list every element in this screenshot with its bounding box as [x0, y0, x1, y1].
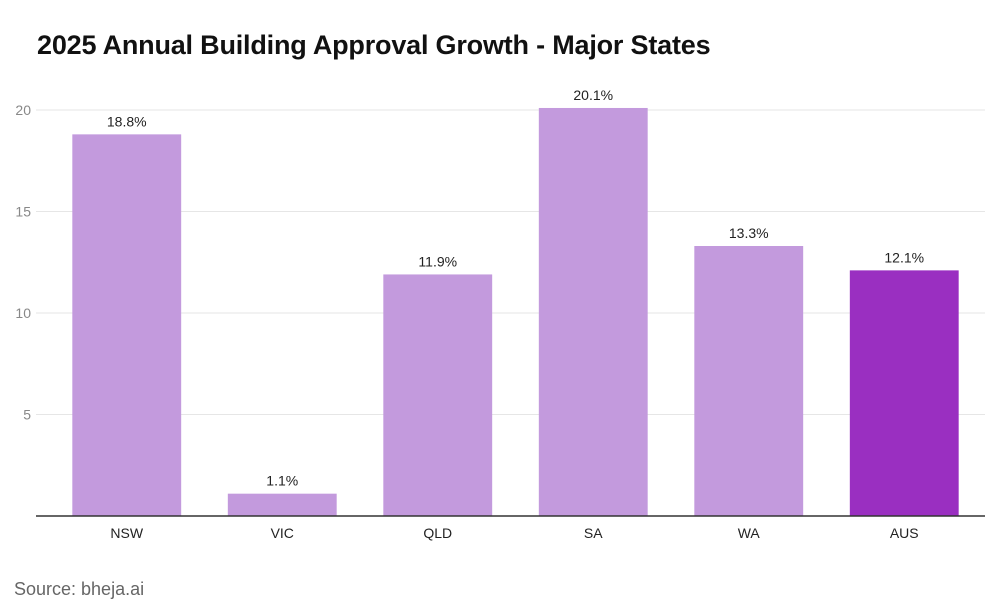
x-tick-label-sa: SA [584, 525, 603, 541]
bar-sa [538, 107, 648, 516]
y-tick-label-15: 15 [15, 204, 31, 220]
bars [72, 107, 959, 517]
data-label-aus: 12.1% [884, 249, 924, 265]
bar-nsw [72, 134, 182, 517]
bar-aus [849, 270, 959, 516]
x-tick-label-aus: AUS [890, 525, 919, 541]
data-label-wa: 13.3% [729, 225, 769, 241]
source-note: Source: bheja.ai [14, 579, 145, 599]
x-tick-label-vic: VIC [271, 525, 294, 541]
x-tick-label-qld: QLD [423, 525, 452, 541]
x-tick-label-wa: WA [738, 525, 761, 541]
data-label-vic: 1.1% [266, 473, 298, 489]
gridlines [36, 109, 985, 415]
labels: 5 10 15 20 18.8% NSW 1.1% VIC 11.9% QLD 20.1% SA 13.… [15, 87, 924, 541]
bar-qld [383, 274, 493, 516]
data-label-qld: 11.9% [418, 253, 457, 269]
y-tick-label-5: 5 [23, 407, 31, 423]
y-tick-label-20: 20 [15, 102, 31, 118]
bar-wa [694, 246, 804, 516]
data-label-sa: 20.1% [573, 87, 613, 103]
data-label-nsw: 18.8% [107, 113, 147, 129]
y-tick-label-10: 10 [15, 305, 31, 321]
bar-vic [227, 493, 337, 516]
chart-title: 2025 Annual Building Approval Growth - M… [37, 30, 711, 60]
x-tick-label-nsw: NSW [110, 525, 143, 541]
